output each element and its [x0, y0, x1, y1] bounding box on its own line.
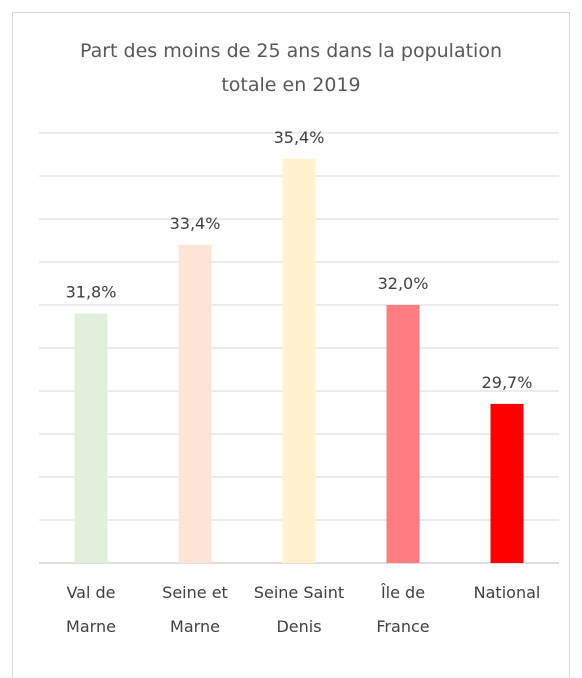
- bar: [74, 313, 108, 563]
- chart-title: Part des moins de 25 ans dans la populat…: [79, 40, 502, 96]
- data-label: 33,4%: [170, 214, 221, 233]
- x-tick-label: National: [473, 583, 541, 602]
- bar: [386, 305, 420, 563]
- data-label: 29,7%: [482, 373, 533, 392]
- x-tick-label: Val de Marne: [66, 583, 116, 636]
- x-tick-label: Seine et Marne: [162, 583, 228, 636]
- data-label: 32,0%: [378, 274, 429, 293]
- bar: [282, 158, 316, 564]
- x-tick-label: Seine Saint Denis: [253, 583, 345, 636]
- data-label: 35,4%: [274, 128, 325, 147]
- chart-frame: [12, 12, 570, 678]
- data-label: 31,8%: [66, 283, 117, 302]
- bar: [178, 244, 212, 564]
- x-tick-label: Île de France: [376, 583, 430, 636]
- bar: [490, 403, 524, 563]
